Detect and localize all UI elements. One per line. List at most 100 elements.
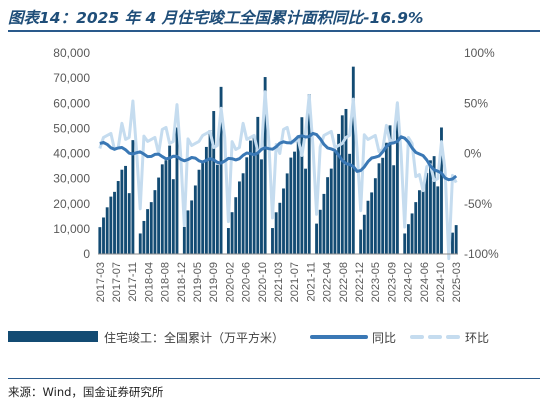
bar-mark: [219, 86, 223, 254]
bar-mark: [388, 125, 392, 254]
bar-mark: [149, 202, 153, 254]
bar-mark: [124, 165, 127, 254]
bar-mark: [249, 140, 252, 254]
bar-mark: [234, 197, 238, 254]
y-right-tick-label: 50%: [464, 96, 488, 110]
x-tick-label: 2021-03: [273, 262, 285, 302]
x-tick-label: 2022-08: [338, 262, 350, 302]
bar-mark: [186, 210, 190, 254]
y-left-tick-label: 80,000: [53, 46, 90, 60]
y-left-tick-label: 50,000: [53, 121, 90, 135]
bar-mark: [127, 193, 131, 254]
bar-mark: [208, 130, 212, 254]
bar-mark: [138, 233, 142, 254]
x-tick-label: 2024-06: [419, 262, 431, 302]
yoy-line: [99, 131, 458, 182]
chart-title: 图表14：2025 年 4 月住宅竣工全国累计面积同比-16.9%: [8, 9, 424, 27]
title-divider: [8, 30, 540, 32]
bar-mark: [296, 135, 300, 254]
y-right-tick-label: -50%: [464, 197, 492, 211]
bar-mark: [271, 228, 274, 254]
bar-mark: [421, 184, 425, 254]
x-tick-label: 2020-06: [241, 262, 253, 302]
y-left-tick-label: 10,000: [53, 222, 90, 236]
bar-mark: [359, 229, 363, 254]
y-left-tick-label: 40,000: [53, 147, 90, 161]
x-tick-label: 2018-08: [160, 262, 172, 302]
bar-mark: [315, 223, 319, 254]
bar-mark: [366, 200, 370, 254]
bar-mark: [256, 116, 260, 254]
y-right-tick-label: -100%: [464, 247, 499, 261]
bar-mark: [98, 227, 102, 254]
bar-mark: [406, 224, 410, 254]
bar-mark: [146, 209, 150, 254]
bar-mark: [293, 151, 296, 254]
y-left-tick-label: 70,000: [53, 71, 90, 85]
bar-mark: [410, 213, 414, 254]
bar-mark: [102, 217, 105, 254]
bar-mark: [373, 178, 377, 254]
bar-mark: [377, 163, 381, 254]
bar-mark: [215, 164, 219, 254]
bar-mark: [241, 173, 245, 254]
bar-mark: [201, 162, 205, 254]
bar-mark: [182, 226, 186, 254]
x-tick-label: 2025-03: [451, 262, 463, 302]
bar-mark: [326, 177, 330, 254]
bar-mark: [362, 214, 366, 254]
bar-mark: [153, 190, 157, 254]
bar-mark: [260, 159, 263, 254]
x-tick-label: 2018-12: [176, 262, 188, 302]
x-tick-label: 2023-09: [386, 262, 398, 302]
bar-mark: [197, 169, 201, 254]
bar-mark: [230, 212, 234, 254]
y-left-tick-label: 30,000: [53, 172, 90, 186]
bar-mark: [168, 145, 172, 254]
bar-mark: [157, 177, 161, 254]
bar-mark: [436, 186, 440, 254]
bar-mark: [440, 127, 443, 254]
x-tick-label: 2017-07: [111, 262, 123, 302]
legend: 住宅竣工：全国累计（万平方米） 同比 环比: [8, 330, 489, 345]
legend-label-mom: 环比: [465, 331, 489, 345]
x-tick-label: 2017-11: [127, 262, 139, 302]
bar-mark: [116, 181, 120, 254]
bar-mark: [451, 232, 454, 254]
bar-mark: [384, 142, 388, 254]
bar-mark: [193, 185, 197, 254]
bar-mark: [318, 209, 322, 254]
bar-mark: [300, 117, 304, 255]
bar-mark: [414, 202, 418, 254]
bar-mark: [285, 173, 289, 254]
bar-mark: [142, 220, 146, 254]
bar-mark: [454, 225, 458, 254]
bar-mark: [160, 164, 164, 254]
bar-mark: [237, 181, 241, 254]
bar-mark: [333, 151, 337, 254]
line-series: [98, 90, 458, 261]
bar-mark: [289, 157, 293, 254]
source-divider: [8, 378, 540, 379]
legend-label-bars: 住宅竣工：全国累计（万平方米）: [104, 330, 284, 345]
bar-mark: [105, 207, 109, 254]
bar-mark: [403, 233, 407, 254]
bar-mark: [171, 179, 175, 254]
bar-mark: [329, 168, 333, 254]
bar-mark: [278, 202, 282, 254]
x-tick-label: 2018-04: [143, 262, 155, 302]
bar-mark: [245, 157, 249, 254]
chart-axes: 0 10,000 20,000 30,000 40,000 50,000 60,000 70,…: [53, 46, 499, 302]
bar-mark: [337, 133, 341, 254]
bar-mark: [351, 66, 355, 255]
bar-mark: [432, 156, 436, 254]
mom-line: [98, 90, 458, 261]
x-tick-label: 2024-10: [435, 262, 447, 302]
bar-mark: [164, 160, 168, 254]
bar-mark: [226, 228, 230, 254]
y-right-tick-label: 100%: [464, 46, 495, 60]
bar-mark: [120, 169, 124, 254]
y-left-tick-label: 20,000: [53, 197, 90, 211]
bar-series: [98, 66, 458, 255]
